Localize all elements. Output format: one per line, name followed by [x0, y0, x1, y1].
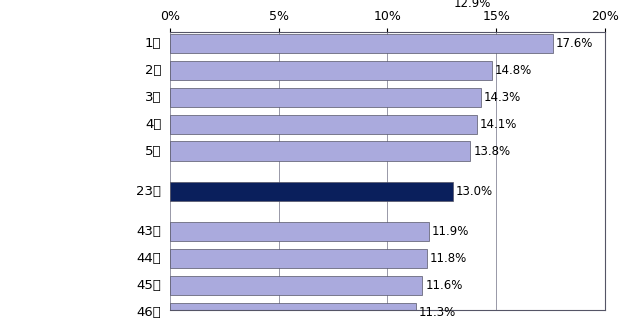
Text: 13.8%: 13.8%: [473, 144, 510, 158]
Bar: [170, 182, 452, 201]
Bar: [170, 141, 470, 161]
Text: 23位: 23位: [137, 185, 161, 198]
Text: 14.3%: 14.3%: [484, 91, 522, 104]
Bar: [170, 222, 429, 241]
Bar: [170, 34, 553, 53]
Text: 11.9%: 11.9%: [432, 225, 469, 238]
Text: 14.1%: 14.1%: [480, 118, 517, 131]
Text: 44位: 44位: [137, 252, 161, 265]
Bar: [170, 0, 450, 13]
Text: 13.0%: 13.0%: [456, 185, 493, 198]
Text: 1位: 1位: [145, 37, 161, 50]
Text: 4位: 4位: [145, 118, 161, 131]
Text: 11.6%: 11.6%: [425, 279, 463, 292]
Text: 5位: 5位: [145, 144, 161, 158]
Text: 12.9%: 12.9%: [454, 0, 491, 10]
Text: 11.8%: 11.8%: [430, 252, 467, 265]
Text: 11.3%: 11.3%: [419, 306, 456, 319]
Bar: [170, 115, 476, 134]
Text: 2位: 2位: [145, 64, 161, 77]
Text: 43位: 43位: [137, 225, 161, 238]
Text: 17.6%: 17.6%: [556, 37, 593, 50]
Bar: [170, 303, 416, 322]
Bar: [170, 276, 422, 295]
Text: 46位: 46位: [137, 306, 161, 319]
Text: 14.8%: 14.8%: [495, 64, 532, 77]
Bar: [170, 61, 492, 80]
Text: 45位: 45位: [137, 279, 161, 292]
Text: 3位: 3位: [145, 91, 161, 104]
Bar: [170, 88, 481, 107]
Bar: [170, 249, 427, 268]
